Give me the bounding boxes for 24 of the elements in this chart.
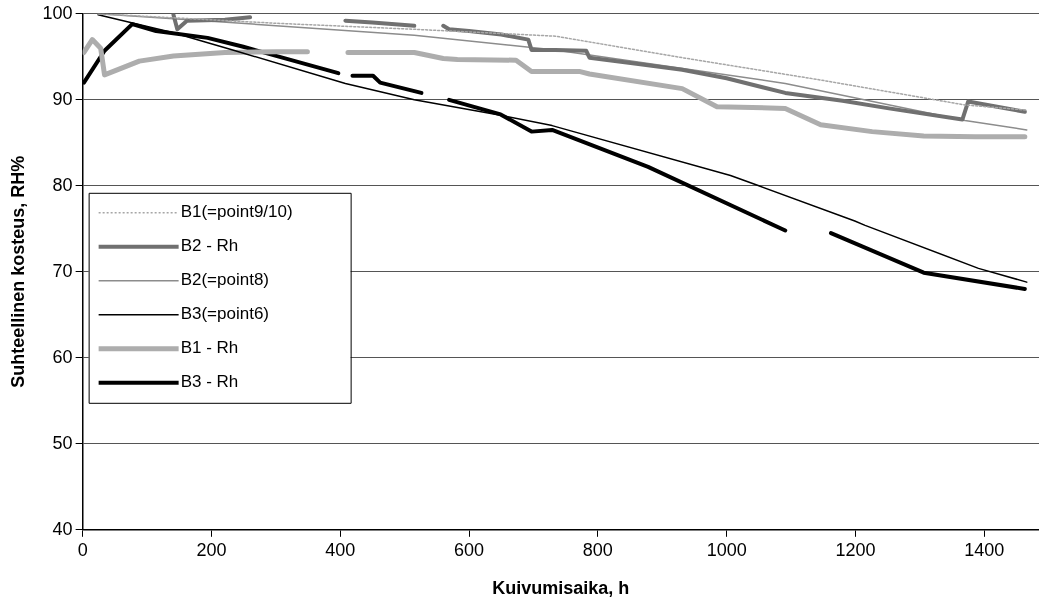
x-tick-label: 400 — [325, 539, 356, 560]
y-tick-label: 50 — [52, 432, 73, 453]
line-series — [97, 13, 1028, 111]
y-tick-label: 80 — [52, 174, 73, 195]
x-tick-label: 1200 — [835, 539, 876, 560]
x-tick-label: 0 — [77, 539, 88, 560]
legend-label: B1(=point9/10) — [180, 202, 293, 222]
legend-label: B1 - Rh — [180, 338, 239, 358]
legend-label: B3(=point6) — [180, 304, 270, 324]
y-tick-label: 70 — [52, 260, 73, 281]
y-tick-label: 90 — [52, 88, 73, 109]
x-tick-label: 1000 — [706, 539, 747, 560]
legend-label: B2 - Rh — [180, 236, 239, 256]
x-tick-label: 1400 — [964, 539, 1005, 560]
legend-label: B3 - Rh — [180, 372, 239, 392]
legend-label: B2(=point8) — [180, 270, 270, 290]
y-tick-label: 60 — [52, 346, 73, 367]
x-axis-title: Kuivumisaika, h — [492, 578, 630, 599]
y-axis-title: Suhteellinen kosteus, RH% — [7, 155, 28, 388]
x-tick-label: 200 — [196, 539, 227, 560]
y-tick-label: 100 — [42, 2, 73, 23]
y-tick-label: 40 — [52, 518, 73, 539]
x-tick-label: 600 — [454, 539, 485, 560]
x-tick-label: 800 — [582, 539, 613, 560]
